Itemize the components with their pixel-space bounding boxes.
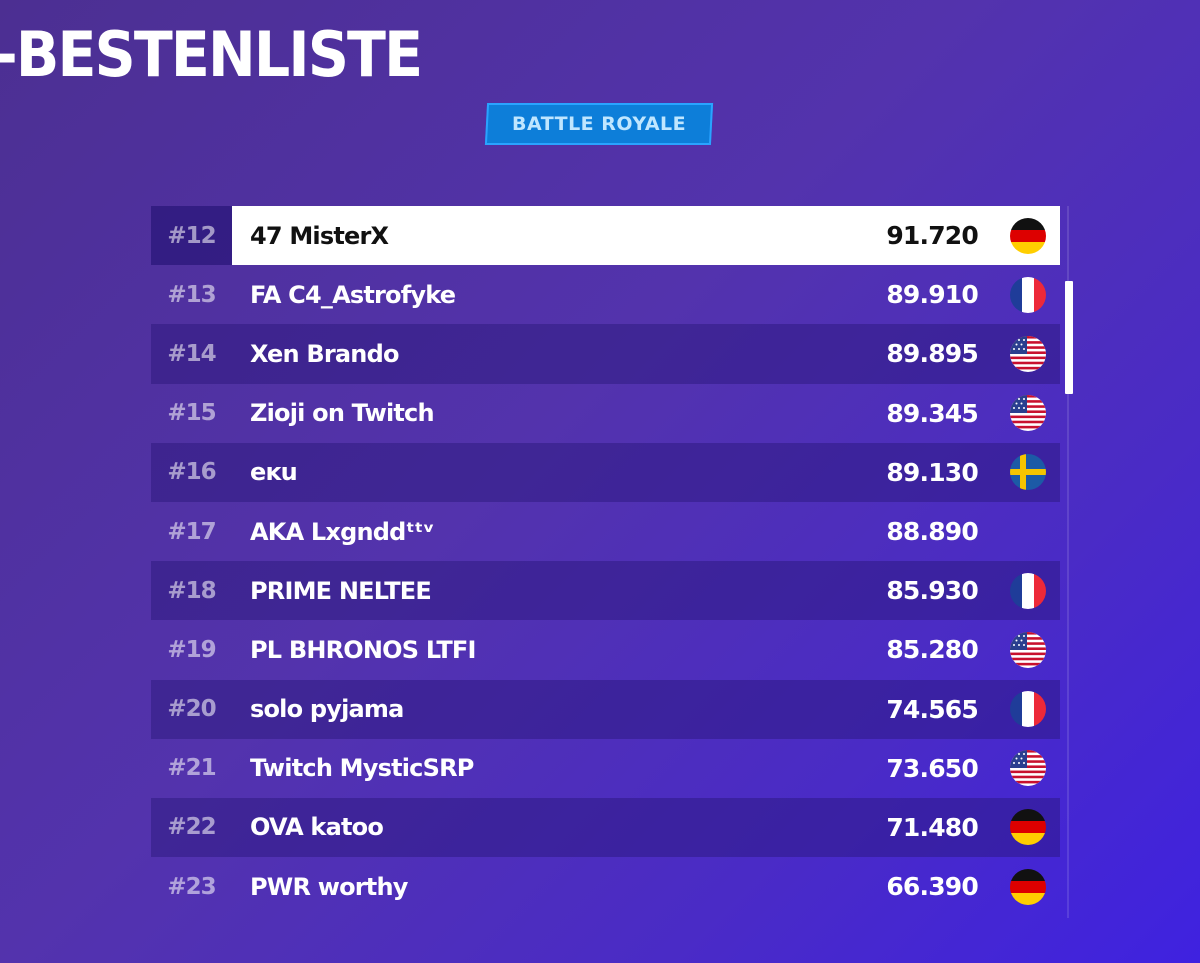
row-body: solo pyjama 74.565 bbox=[232, 680, 1060, 739]
leaderboard-row[interactable]: #15 Zioji on Twitch 89.345 bbox=[151, 384, 1060, 443]
score-value: 71.480 bbox=[886, 812, 978, 842]
score-value: 74.565 bbox=[886, 694, 978, 724]
rank-label: #20 bbox=[167, 696, 216, 723]
leaderboard-row[interactable]: #18 PRIME NELTEE 85.930 bbox=[151, 561, 1060, 621]
usa-flag-icon bbox=[1010, 395, 1046, 432]
row-body: 47 MisterX 91.720 bbox=[232, 206, 1060, 266]
rank-label: #19 bbox=[167, 636, 216, 663]
row-body: Zioji on Twitch 89.345 bbox=[232, 384, 1060, 443]
leaderboard-row[interactable]: #22 OVA katoo 71.480 bbox=[151, 797, 1060, 858]
rank-label: #16 bbox=[167, 459, 216, 486]
score-value: 88.890 bbox=[886, 517, 978, 547]
germany-flag-icon bbox=[1010, 809, 1046, 846]
score-value: 91.720 bbox=[886, 221, 978, 251]
row-body: PRIME NELTEE 85.930 bbox=[232, 561, 1060, 620]
germany-flag-icon bbox=[1010, 217, 1046, 254]
leaderboard-row[interactable]: #19 PL BHRONOS LTFI 85.280 bbox=[151, 620, 1060, 679]
rank-label: #17 bbox=[167, 518, 216, 545]
germany-flag-icon bbox=[1010, 868, 1046, 905]
player-name: Xen Brando bbox=[250, 339, 399, 368]
leaderboard-row[interactable]: #14 Xen Brando 89.895 bbox=[151, 324, 1060, 384]
france-flag-icon bbox=[1010, 276, 1046, 313]
score-value: 89.345 bbox=[886, 398, 978, 428]
row-body: Xen Brando 89.895 bbox=[232, 324, 1060, 383]
sweden-flag-icon bbox=[1010, 454, 1046, 491]
player-name: AKA Lxgnddᵗᵗᵛ bbox=[250, 517, 435, 546]
leaderboard-row[interactable]: #20 solo pyjama 74.565 bbox=[151, 679, 1060, 739]
player-name: PRIME NELTEE bbox=[250, 576, 432, 605]
usa-flag-icon bbox=[1010, 631, 1046, 668]
leaderboard-row[interactable]: #23 PWR worthy 66.390 bbox=[151, 857, 1060, 916]
score-value: 85.930 bbox=[886, 576, 978, 606]
rank-label: #14 bbox=[167, 340, 216, 367]
rank-label: #13 bbox=[167, 281, 216, 308]
score-value: 85.280 bbox=[886, 635, 978, 665]
player-name: OVA katoo bbox=[250, 813, 384, 842]
row-body: PL BHRONOS LTFI 85.280 bbox=[232, 620, 1060, 679]
row-body: AKA Lxgnddᵗᵗᵛ 88.890 bbox=[232, 502, 1060, 561]
player-name: Zioji on Twitch bbox=[250, 399, 435, 428]
row-body: OVA katoo 71.480 bbox=[232, 798, 1060, 857]
usa-flag-icon bbox=[1010, 335, 1046, 372]
player-name: 47 MisterX bbox=[250, 221, 389, 250]
page-title: -BESTENLISTE bbox=[0, 18, 423, 91]
empty-flag-slot bbox=[1010, 514, 1046, 550]
player-name: solo pyjama bbox=[250, 695, 404, 724]
rank-label: #12 bbox=[151, 206, 232, 266]
rank-label: #22 bbox=[167, 814, 216, 841]
row-body: PWR worthy 66.390 bbox=[232, 857, 1060, 916]
score-value: 89.895 bbox=[886, 339, 978, 369]
score-value: 73.650 bbox=[886, 753, 978, 783]
leaderboard-row[interactable]: #21 Twitch MysticSRP 73.650 bbox=[151, 739, 1060, 798]
battle-royale-mode-badge[interactable]: BATTLE ROYALE bbox=[484, 103, 714, 145]
score-value: 89.910 bbox=[886, 280, 978, 310]
rank-label: #23 bbox=[167, 873, 216, 900]
rank-label: #15 bbox=[167, 400, 216, 427]
row-body: FA C4_Astrofyke 89.910 bbox=[232, 265, 1060, 324]
player-name: PWR worthy bbox=[250, 872, 408, 901]
france-flag-icon bbox=[1010, 691, 1046, 728]
leaderboard-row[interactable]: #13 FA C4_Astrofyke 89.910 bbox=[151, 265, 1060, 324]
player-name: Twitch MysticSRP bbox=[250, 754, 474, 783]
usa-flag-icon bbox=[1010, 750, 1046, 787]
player-name: FA C4_Astrofyke bbox=[250, 280, 456, 309]
rank-label: #18 bbox=[167, 577, 216, 604]
leaderboard-list: #12 47 MisterX 91.720 #13 FA C4_Astrofyk… bbox=[151, 206, 1060, 918]
row-body: eĸu 89.130 bbox=[232, 443, 1060, 502]
score-value: 66.390 bbox=[886, 872, 978, 902]
rank-label: #21 bbox=[167, 755, 216, 782]
leaderboard-row[interactable]: #17 AKA Lxgnddᵗᵗᵛ 88.890 bbox=[151, 502, 1060, 561]
scrollbar-track[interactable] bbox=[1067, 206, 1069, 918]
player-name: eĸu bbox=[250, 458, 298, 487]
france-flag-icon bbox=[1010, 572, 1046, 609]
row-body: Twitch MysticSRP 73.650 bbox=[232, 739, 1060, 798]
leaderboard-row[interactable]: #16 eĸu 89.130 bbox=[151, 442, 1060, 502]
player-name: PL BHRONOS LTFI bbox=[250, 635, 476, 664]
mode-badge-label: BATTLE ROYALE bbox=[511, 113, 687, 135]
leaderboard-row[interactable]: #12 47 MisterX 91.720 bbox=[151, 206, 1060, 266]
score-value: 89.130 bbox=[886, 457, 978, 487]
scrollbar-thumb[interactable] bbox=[1065, 281, 1073, 394]
